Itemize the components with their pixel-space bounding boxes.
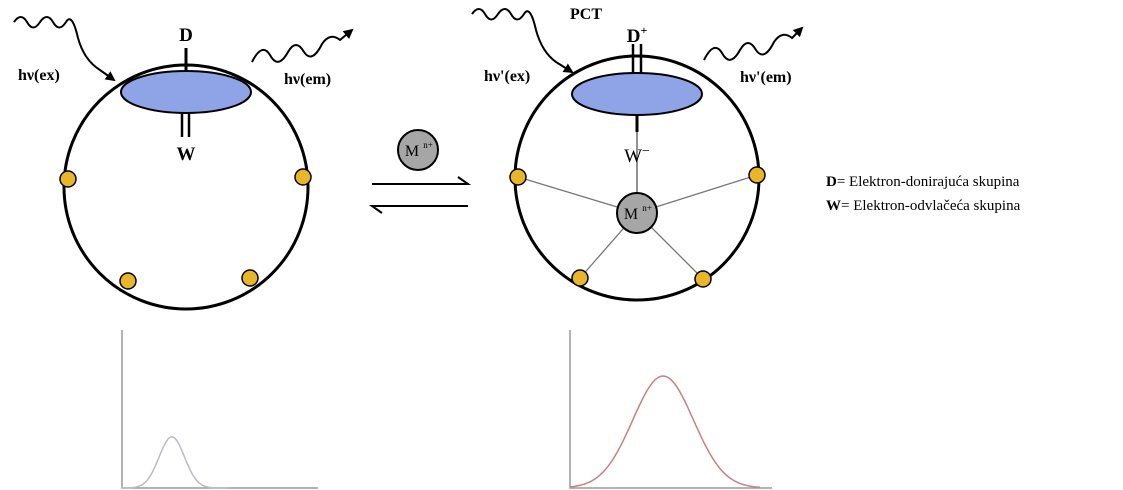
right-binding-site (571, 269, 589, 287)
left-spectrum-axes (121, 330, 318, 489)
right-donor-label: D+ (627, 23, 648, 47)
right-binding-site (509, 168, 527, 186)
left-fluorophore (120, 70, 252, 114)
left-emission-spectrum (122, 436, 228, 489)
left-emission-label: hν(em) (284, 71, 331, 88)
right-binding-site (694, 270, 712, 288)
free-metal-ion (397, 129, 439, 171)
right-binding-site (748, 166, 766, 184)
legend-donor-row: D= Elektron-donirajuća skupina (826, 170, 1020, 194)
right-spectrum-plot (569, 330, 772, 489)
right-excitation-wave (471, 8, 574, 74)
right-spectrum-axes (569, 330, 772, 489)
left-excitation-wave (13, 16, 116, 82)
forward-arrow (372, 176, 472, 185)
right-emission-spectrum (569, 375, 761, 489)
left-spectrum-plot (121, 330, 318, 489)
legend-donor-text: = Elektron-donirajuća skupina (836, 174, 1020, 190)
bound-metal-label: M (624, 206, 638, 223)
right-fluorophore (571, 72, 703, 116)
bound-metal-ion (616, 192, 658, 234)
left-donor-label: D (179, 25, 193, 46)
pct-label: PCT (570, 6, 602, 23)
legend-acceptor-key: W (826, 198, 841, 214)
legend-donor-key: D (826, 174, 837, 190)
right-emission-wave (703, 26, 804, 61)
metal-binding-equilibrium: M n+ (368, 129, 472, 214)
legend: D= Elektron-donirajuća skupina W= Elektr… (826, 170, 1020, 218)
left-binding-site (119, 272, 137, 290)
bound-metal-charge: n+ (642, 203, 652, 213)
free-metal-charge: n+ (423, 140, 433, 150)
right-complex: PCT D+ W− hν'(ex) hν'(em) M n+ (471, 6, 804, 302)
reverse-arrow (368, 205, 468, 214)
left-binding-site (294, 168, 312, 186)
left-acceptor-label: W (177, 144, 196, 165)
right-emission-label: hν'(em) (740, 69, 792, 86)
left-excitation-label: hν(ex) (18, 67, 60, 84)
left-binding-site (59, 170, 77, 188)
right-excitation-label: hν'(ex) (484, 68, 530, 85)
left-complex: D W hν(ex) hν(em) (13, 16, 354, 311)
legend-acceptor-row: W= Elektron-odvlačeća skupina (826, 194, 1020, 218)
left-emission-wave (251, 28, 354, 63)
legend-acceptor-text: = Elektron-odvlačeća skupina (841, 198, 1021, 214)
free-metal-label: M (405, 143, 419, 160)
right-acceptor-label: W− (624, 144, 650, 167)
left-binding-site (241, 269, 259, 287)
